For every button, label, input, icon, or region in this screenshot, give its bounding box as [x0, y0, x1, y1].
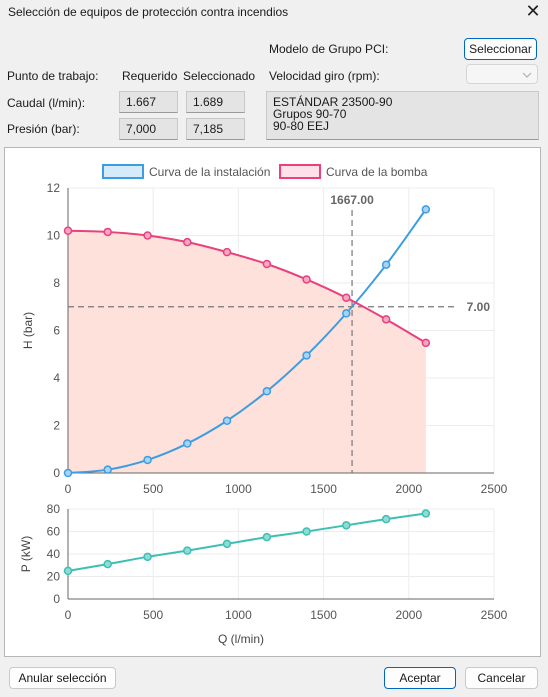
x-tick-label: 1500 [310, 482, 337, 496]
x-tick-label: 1000 [225, 482, 252, 496]
caudal-requerido-field: 1.667 [119, 91, 178, 113]
potencia-point [222, 539, 232, 549]
instalacion-point [262, 387, 272, 396]
cancelar-button[interactable]: Cancelar [465, 667, 538, 689]
x-axis-label: Q (l/min) [218, 632, 264, 646]
y-tick-label: 20 [47, 570, 61, 584]
potencia-point [183, 546, 192, 555]
instalacion-point [103, 465, 112, 474]
legend-bomba-swatch [279, 164, 321, 179]
potencia-point [143, 552, 152, 562]
instalacion-point [342, 309, 351, 318]
y-tick-label: 60 [47, 525, 61, 539]
punto-trabajo-label: Punto de trabajo: [7, 69, 99, 83]
presion-requerido-field: 7,000 [119, 118, 178, 140]
velocidad-select[interactable] [466, 64, 538, 84]
caudal-seleccionado-field: 1.689 [186, 91, 245, 113]
aceptar-button[interactable]: Aceptar [384, 667, 456, 689]
bomba-point [143, 231, 152, 240]
instalacion-line [67, 208, 427, 474]
modelo-description: ESTÁNDAR 23500-90 Grupos 90-70 90-80 EEJ [266, 91, 539, 140]
y-tick-label: 0 [53, 466, 60, 480]
x-tick-label: 2000 [395, 482, 422, 496]
modelo-line: ESTÁNDAR 23500-90 [273, 95, 393, 109]
y-tick-label: 0 [53, 592, 60, 606]
potencia-point [103, 559, 112, 569]
y-tick-label: 4 [53, 371, 60, 385]
x-tick-label: 0 [65, 482, 72, 496]
instalacion-point [302, 351, 311, 360]
bomba-point [302, 275, 311, 284]
bomba-point [381, 315, 391, 324]
x-tick-label: 2500 [481, 482, 508, 496]
close-icon[interactable]: ✕ [525, 1, 541, 21]
instalacion-point [381, 260, 391, 269]
bomba-point [262, 259, 272, 269]
x-tick-label: 1000 [225, 608, 252, 622]
legend-bomba-label: Curva de la bomba [326, 165, 428, 179]
y-tick-label: 80 [47, 502, 61, 516]
bomba-point [183, 237, 192, 247]
instalacion-point [421, 205, 431, 214]
legend-instalacion-swatch [102, 164, 144, 179]
y-tick-label: 40 [47, 547, 61, 561]
y-axis-label: P (kW) [19, 536, 33, 572]
instalacion-point [143, 455, 152, 465]
caudal-label: Caudal (l/min): [7, 96, 86, 110]
x-annotation-label: 1667.00 [330, 193, 374, 207]
y-tick-label: 10 [47, 229, 61, 243]
potencia-point [381, 514, 391, 524]
requerido-header: Requerido [122, 69, 178, 83]
bomba-point [222, 247, 232, 257]
presion-label: Presión (bar): [7, 122, 80, 136]
y-tick-label: 12 [47, 181, 61, 195]
bomba-point [103, 227, 112, 237]
potencia-point [262, 532, 272, 542]
anular-seleccion-button[interactable]: Anular selección [9, 667, 116, 689]
modelo-label: Modelo de Grupo PCI: [269, 42, 389, 56]
x-tick-label: 0 [65, 608, 72, 622]
chevron-down-icon [522, 72, 532, 78]
title-bar [0, 0, 548, 26]
bomba-point [421, 338, 431, 348]
modelo-line: 90-80 EEJ [273, 119, 330, 133]
potencia-point [421, 509, 431, 518]
seleccionar-button[interactable]: Seleccionar [464, 38, 537, 60]
y-tick-label: 2 [53, 419, 60, 433]
presion-seleccionado-field: 7,185 [186, 118, 245, 140]
y-axis-label: H (bar) [21, 312, 35, 349]
bomba-point [342, 293, 351, 302]
instalacion-point [222, 416, 232, 425]
x-tick-label: 2000 [395, 608, 422, 622]
bomba-fill-area [68, 230, 426, 473]
velocidad-label: Velocidad giro (rpm): [269, 69, 380, 83]
y-tick-label: 6 [53, 324, 60, 338]
bomba-line [67, 229, 427, 344]
modelo-line: Grupos 90-70 [273, 107, 347, 121]
x-tick-label: 1500 [310, 608, 337, 622]
x-tick-label: 500 [143, 482, 163, 496]
seleccionado-header: Seleccionado [183, 69, 256, 83]
legend-instalacion-label: Curva de la instalación [149, 165, 270, 179]
instalacion-point [63, 468, 73, 478]
bomba-point [63, 226, 73, 235]
potencia-line [67, 512, 426, 572]
x-tick-label: 2500 [481, 608, 508, 622]
window-title: Selección de equipos de protección contr… [8, 5, 289, 19]
potencia-point [302, 527, 311, 536]
potencia-point [342, 521, 351, 530]
potencia-point [63, 566, 73, 576]
instalacion-point [183, 439, 192, 448]
y-annotation-label: 7.00 [467, 300, 491, 314]
x-tick-label: 500 [143, 608, 163, 622]
y-tick-label: 8 [53, 276, 60, 290]
